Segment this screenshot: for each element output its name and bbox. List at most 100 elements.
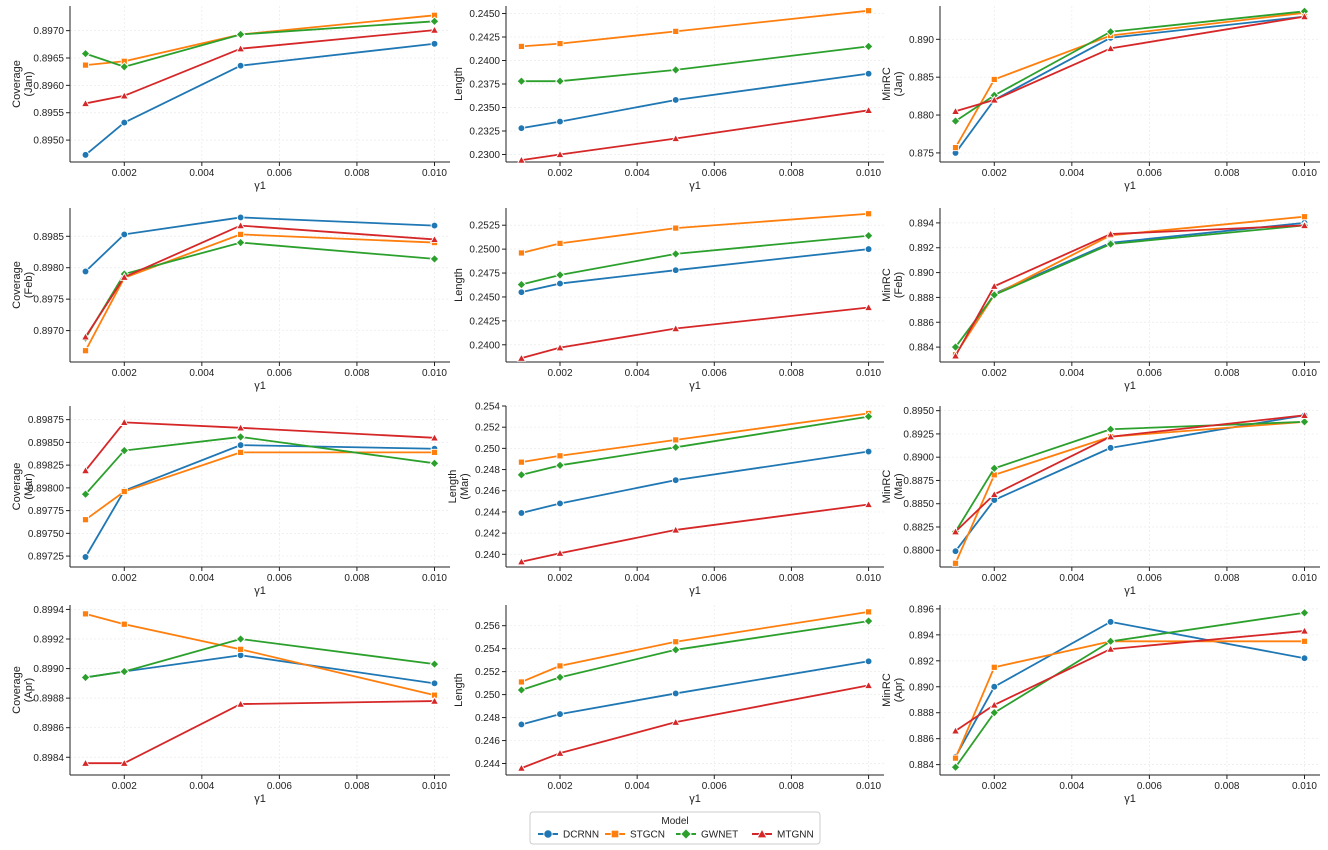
x-axis-label: γ1 xyxy=(1124,380,1136,392)
y-axis-label: Coverage(Feb) xyxy=(11,261,35,309)
y-tick-label: 0.896 xyxy=(909,604,934,615)
data-point xyxy=(430,448,438,456)
x-axis-label: γ1 xyxy=(254,380,266,392)
line-gwnet xyxy=(955,10,1305,122)
y-tick-label: 0.2450 xyxy=(469,9,500,20)
line-dcrnn xyxy=(84,42,435,156)
data-point xyxy=(951,547,960,556)
data-point xyxy=(430,221,439,230)
x-tick-label: 0.006 xyxy=(702,168,727,179)
x-tick-label: 0.006 xyxy=(702,573,727,584)
data-point xyxy=(672,436,680,444)
series-gwnet xyxy=(950,607,1310,773)
grid xyxy=(70,605,450,775)
data-point xyxy=(671,525,681,534)
y-tick-label: 0.8986 xyxy=(33,723,64,734)
x-axis-label: γ1 xyxy=(1124,585,1136,597)
y-tick-label: 0.240 xyxy=(475,550,500,561)
x-tick-label: 0.004 xyxy=(625,573,650,584)
panel-3-2: 0.002 0.004 0.006 0.008 0.010 0.884 0.886 0.888… xyxy=(881,604,1320,805)
y-axis-label-line: Length xyxy=(453,673,465,707)
line-stgcn xyxy=(85,612,435,697)
data-point xyxy=(863,616,874,626)
x-tick-label: 0.002 xyxy=(547,781,572,792)
x-tick-label: 0.004 xyxy=(189,368,214,379)
data-point xyxy=(863,105,874,114)
y-axis-label-line: Coverage xyxy=(11,261,23,309)
y-axis-label-line: Coverage xyxy=(11,60,23,108)
data-point xyxy=(670,442,681,453)
line-gwnet xyxy=(84,436,435,495)
y-tick-label: 0.2500 xyxy=(469,245,500,256)
y-tick-label: 0.890 xyxy=(909,682,934,693)
data-point xyxy=(670,249,681,259)
data-point xyxy=(1106,444,1115,452)
panel-1-0: 0.002 0.004 0.006 0.008 0.010 0.8970 0.8975 0.8… xyxy=(11,208,450,392)
series-gwnet xyxy=(516,411,874,480)
data-point xyxy=(555,672,565,683)
data-point xyxy=(671,717,681,726)
line-mtgnn xyxy=(85,29,435,105)
y-axis-label-line: (Mar) xyxy=(23,473,35,499)
y-tick-label: 0.2400 xyxy=(469,56,500,67)
data-point xyxy=(82,516,90,524)
y-tick-label: 0.886 xyxy=(909,734,934,745)
data-point xyxy=(429,234,440,244)
y-axis-label-line: (Mar) xyxy=(893,473,905,499)
data-point xyxy=(235,699,246,708)
legend-marker xyxy=(610,829,620,839)
y-tick-label: 0.89850 xyxy=(28,438,65,449)
y-tick-label: 0.8975 xyxy=(33,295,64,306)
series-mtgnn xyxy=(516,499,874,566)
x-axis-label: γ1 xyxy=(689,380,701,392)
x-tick-label: 0.004 xyxy=(189,573,214,584)
x-tick-label: 0.002 xyxy=(547,168,572,179)
data-point xyxy=(236,651,245,660)
data-point xyxy=(1105,644,1116,653)
panel-1-2: 0.002 0.004 0.006 0.008 0.010 0.884 0.886 0.888… xyxy=(881,208,1320,392)
grid xyxy=(940,6,1320,162)
data-point xyxy=(517,42,525,50)
data-point xyxy=(80,489,91,500)
x-tick-label: 0.002 xyxy=(112,168,137,179)
data-point xyxy=(556,117,564,126)
y-axis-label-line: (Apr) xyxy=(893,678,905,702)
line-gwnet xyxy=(954,420,1305,533)
data-point xyxy=(119,61,130,72)
line-gwnet xyxy=(521,415,869,476)
data-point xyxy=(670,644,681,655)
panel-2-2: 0.002 0.004 0.006 0.008 0.010 0.8800 0.8825 0.8… xyxy=(881,406,1320,597)
y-tick-label: 0.890 xyxy=(909,35,934,46)
y-tick-label: 0.244 xyxy=(475,507,500,518)
data-point xyxy=(989,707,1000,718)
data-point xyxy=(1105,431,1116,441)
data-point xyxy=(989,700,999,709)
y-tick-label: 0.242 xyxy=(475,529,500,540)
series-stgcn xyxy=(952,9,1308,152)
y-tick-label: 0.246 xyxy=(475,736,500,747)
data-point xyxy=(517,458,525,466)
data-point xyxy=(236,441,245,449)
line-dcrnn xyxy=(521,450,869,514)
data-point xyxy=(82,61,90,69)
data-point xyxy=(863,230,874,241)
y-tick-label: 0.89750 xyxy=(28,529,65,540)
line-mtgnn xyxy=(954,224,1305,357)
data-point xyxy=(517,678,525,686)
data-point xyxy=(863,680,874,689)
legend-marker xyxy=(680,828,692,840)
data-point xyxy=(864,69,873,78)
line-mtgnn xyxy=(521,306,869,360)
data-point xyxy=(82,610,90,618)
data-point xyxy=(555,748,565,757)
legend-label: MTGNN xyxy=(777,830,814,841)
data-point xyxy=(1299,11,1310,21)
data-point xyxy=(863,302,874,312)
panel-0-2: 0.002 0.004 0.006 0.008 0.010 0.875 0.880 0.885… xyxy=(881,6,1320,192)
line-stgcn xyxy=(84,233,435,352)
data-point xyxy=(556,452,564,460)
panel-1-1: 0.002 0.004 0.006 0.008 0.010 0.2400 0.2425 0.2… xyxy=(453,208,884,392)
line-dcrnn xyxy=(85,654,435,685)
legend-frame xyxy=(529,811,821,845)
y-tick-label: 0.886 xyxy=(909,318,934,329)
